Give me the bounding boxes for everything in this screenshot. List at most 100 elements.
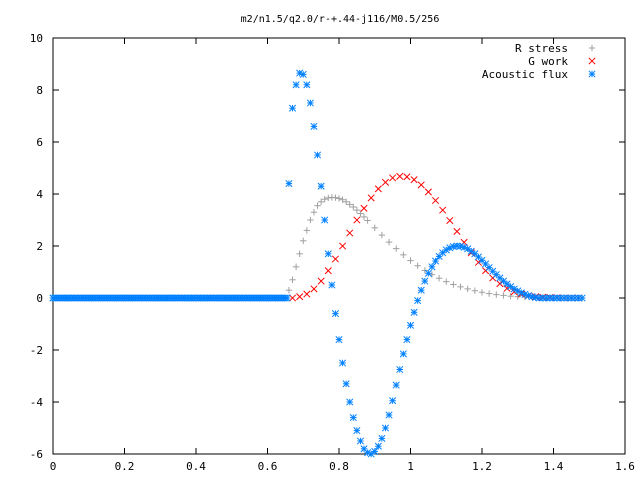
r-stress-point — [360, 213, 368, 221]
acoustic-flux-point-d2 — [296, 69, 304, 77]
x-tick-label: 0 — [50, 460, 57, 473]
acoustic-flux-point — [439, 249, 447, 257]
g-work-point-d2 — [453, 227, 461, 235]
acoustic-flux-point — [417, 286, 425, 294]
legend-label-g-work: G work — [528, 55, 568, 68]
g-work-point-d2 — [381, 178, 390, 186]
g-work-point — [324, 267, 332, 275]
acoustic-flux-point-d2 — [306, 99, 314, 107]
g-work-point-d2 — [410, 176, 418, 184]
g-work-point — [346, 229, 354, 237]
g-work-point-d2 — [424, 188, 432, 196]
g-work-point — [453, 227, 461, 235]
r-stress-point — [289, 276, 296, 283]
r-stress-point — [342, 198, 350, 205]
acoustic-flux-point-d2 — [456, 242, 465, 250]
g-work-point-d2 — [324, 267, 332, 275]
acoustic-flux-point — [414, 297, 422, 305]
g-work-point — [374, 185, 382, 193]
acoustic-flux-point-d2 — [364, 449, 372, 457]
y-tick-label: -4 — [30, 396, 44, 409]
g-work-point — [439, 206, 447, 214]
acoustic-flux-point-d2 — [453, 242, 461, 250]
g-work-point — [410, 176, 418, 184]
acoustic-flux-point-d2 — [482, 260, 490, 268]
acoustic-flux-point — [406, 321, 415, 329]
acoustic-flux-point-d2 — [424, 269, 432, 277]
acoustic-flux-point — [392, 381, 400, 389]
y-tick-label: 6 — [36, 136, 43, 149]
g-work-point-d2 — [317, 277, 325, 285]
acoustic-flux-point-d2 — [474, 253, 482, 261]
g-work-point-d2 — [417, 181, 425, 189]
acoustic-flux-point — [339, 359, 347, 367]
acoustic-flux-point — [321, 216, 329, 224]
acoustic-flux-point-d2 — [410, 308, 418, 316]
acoustic-flux-point-d2 — [399, 350, 407, 358]
legend-label-acoustic-flux: Acoustic flux — [482, 68, 568, 81]
x-tick-label: 0.6 — [258, 460, 278, 473]
acoustic-flux-point — [306, 99, 314, 107]
acoustic-flux-point — [310, 122, 318, 130]
r-stress-point — [450, 281, 457, 288]
y-tick-label: 2 — [36, 240, 43, 253]
g-work-point-d2 — [360, 204, 368, 212]
r-stress-point — [296, 250, 303, 257]
x-tick-label: 1.4 — [544, 460, 564, 473]
acoustic-flux-point — [410, 308, 418, 316]
legend-label-r-stress: R stress — [515, 42, 568, 55]
r-stress-point — [339, 196, 346, 203]
acoustic-flux-point — [542, 294, 550, 302]
acoustic-flux-point — [428, 263, 436, 271]
legend-marker-r-stress — [588, 44, 596, 52]
acoustic-flux-point-d2 — [417, 286, 425, 294]
acoustic-flux-point-d2 — [507, 283, 515, 291]
legend-marker-g-work-d2 — [588, 57, 596, 65]
r-stress-point — [464, 285, 471, 293]
acoustic-flux-point-d2 — [381, 424, 390, 432]
y-tick-label: 4 — [36, 188, 43, 201]
r-stress-point — [421, 267, 428, 274]
acoustic-flux-point-d2 — [313, 151, 322, 159]
r-stress-point — [321, 196, 328, 203]
g-work-point-d2 — [367, 194, 375, 202]
legend: R stress G work Acoustic flux — [482, 42, 596, 81]
g-work-point-d2 — [296, 293, 304, 301]
r-stress-point — [443, 278, 450, 285]
acoustic-flux-point — [331, 310, 339, 318]
g-work-point-d2 — [288, 294, 297, 302]
acoustic-flux-point — [313, 151, 322, 159]
acoustic-flux-point — [356, 437, 365, 445]
acoustic-flux-point — [421, 277, 429, 285]
acoustic-flux-point-d2 — [532, 293, 540, 302]
g-work-point — [288, 294, 297, 302]
series-g-work — [288, 172, 583, 302]
legend-marker-g-work — [588, 57, 596, 65]
acoustic-flux-point-d2 — [378, 434, 386, 442]
acoustic-flux-point-d2 — [299, 70, 307, 78]
acoustic-flux-point — [335, 336, 343, 344]
g-work-point — [317, 277, 325, 285]
g-work-point-d2 — [346, 229, 354, 237]
acoustic-flux-point — [299, 70, 307, 78]
acoustic-flux-point-d2 — [464, 245, 472, 253]
g-work-point — [431, 196, 440, 205]
acoustic-flux-point-d2 — [371, 447, 379, 455]
acoustic-flux-point-d2 — [321, 216, 329, 224]
acoustic-flux-point-d2 — [328, 281, 336, 289]
g-work-point-d2 — [439, 206, 447, 214]
acoustic-flux-point — [424, 269, 432, 277]
acoustic-flux-point-d2 — [392, 381, 400, 389]
g-work-point-d2 — [374, 185, 382, 193]
acoustic-flux-point — [578, 294, 586, 302]
y-tick-label: 8 — [36, 84, 43, 97]
g-work-point — [396, 172, 404, 180]
acoustic-flux-point — [288, 104, 297, 112]
r-stress-point — [385, 238, 393, 246]
g-work-point — [339, 242, 347, 250]
r-stress-point — [317, 198, 325, 205]
chart-title: m2/n1.5/q2.0/r-+.44-j116/M0.5/256 — [241, 14, 440, 25]
g-work-point-d2 — [431, 196, 440, 205]
acoustic-flux-point-d2 — [496, 274, 504, 282]
g-work-point — [360, 204, 368, 212]
